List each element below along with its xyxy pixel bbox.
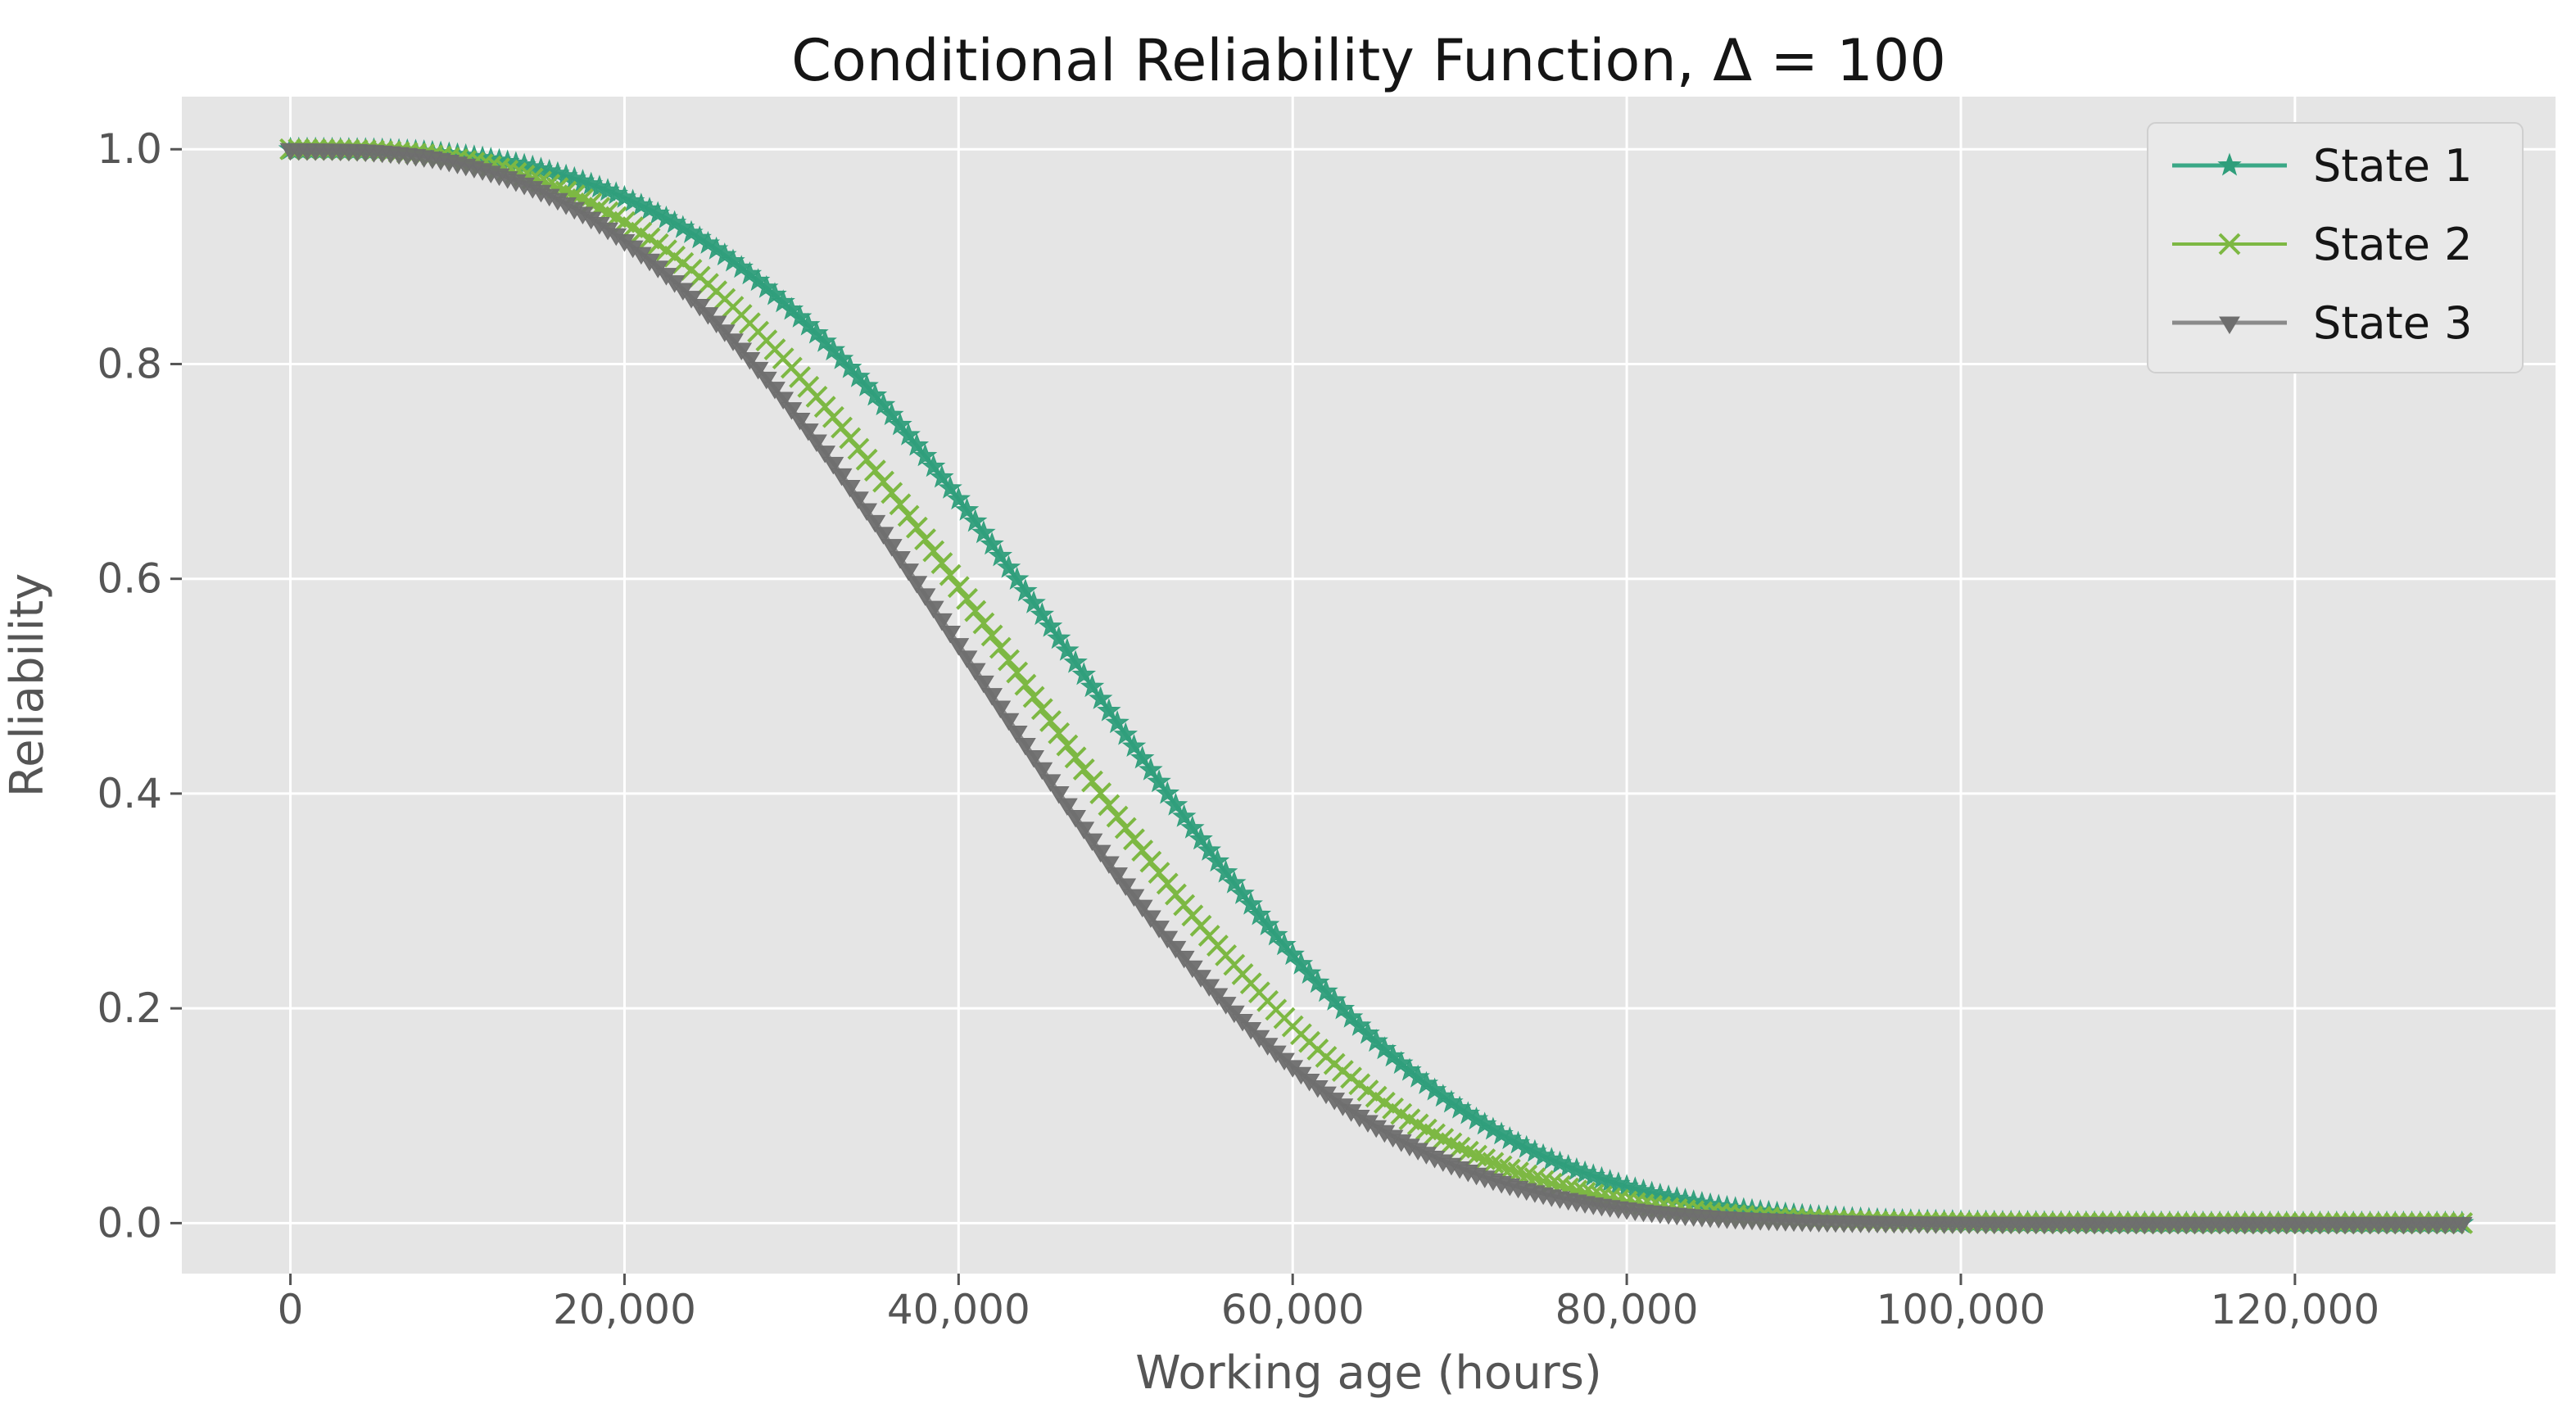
legend-box [2147,122,2524,373]
y-tick-label: 0.0 [97,1199,162,1247]
x-tick-label: 80,000 [1555,1286,1699,1333]
legend-label: State 2 [2313,219,2472,270]
legend-item: State 1 [2172,140,2472,192]
series-state-3-markers [279,143,2473,1235]
series-state-3 [279,143,2473,1235]
x-tick-label: 100,000 [1877,1286,2046,1333]
legend-item: State 2 [2172,219,2472,270]
x-axis-label: Working age (hours) [1135,1346,1601,1400]
axis-ticks: 0 20,000 40,000 60,000 80,000 100,000 120,000 0… [97,125,2379,1333]
x-tick-label: 40,000 [887,1286,1030,1333]
legend-label: State 3 [2313,297,2472,349]
x-marker-icon [2218,233,2241,256]
x-tick-label: 120,000 [2210,1286,2379,1333]
y-tick-label: 0.8 [97,340,162,387]
y-tick-label: 0.6 [97,555,162,603]
x-tick-label: 60,000 [1221,1286,1365,1333]
chart-title: Conditional Reliability Function, Δ = 10… [791,27,1946,94]
y-tick-label: 0.4 [97,770,162,817]
star-icon [2217,152,2242,176]
legend-item: State 3 [2172,297,2472,349]
y-axis-label: Reliability [1,573,54,798]
x-tick-label: 20,000 [553,1286,696,1333]
y-tick-label: 1.0 [97,125,162,173]
triangle-down-icon [2219,316,2240,334]
y-tick-label: 0.2 [97,984,162,1032]
legend: State 1 State 2 State 3 [2147,122,2524,373]
legend-label: State 1 [2313,140,2472,192]
x-tick-label: 0 [278,1286,304,1333]
